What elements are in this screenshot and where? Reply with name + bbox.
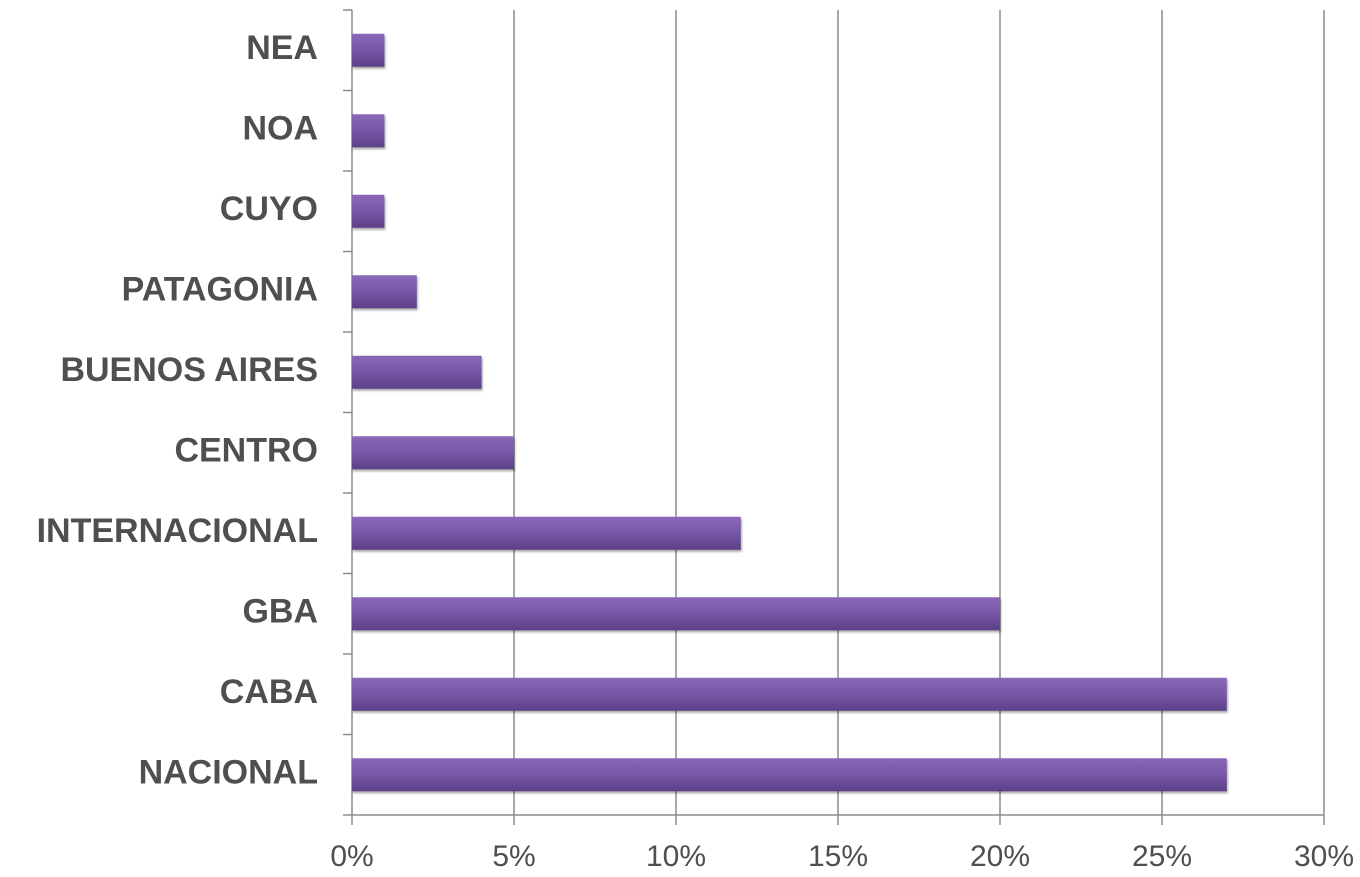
x-tick-label: 0% xyxy=(330,840,373,873)
y-tick-label: NEA xyxy=(246,29,318,67)
bar xyxy=(352,758,1227,792)
bar xyxy=(352,355,482,389)
bar xyxy=(352,677,1227,711)
bar xyxy=(352,597,1000,631)
y-tick-label: INTERNACIONAL xyxy=(37,512,318,550)
y-tick-label: NOA xyxy=(242,110,318,148)
x-tick-label: 20% xyxy=(970,840,1030,873)
y-tick-label: CABA xyxy=(220,673,318,711)
x-tick-label: 30% xyxy=(1294,840,1354,873)
bar xyxy=(352,436,514,470)
bar xyxy=(352,114,385,148)
y-tick-label: NACIONAL xyxy=(139,754,318,792)
y-tick-label: GBA xyxy=(242,593,318,631)
y-tick-label: CUYO xyxy=(220,190,318,228)
x-tick-label: 10% xyxy=(646,840,706,873)
x-tick-label: 25% xyxy=(1132,840,1192,873)
x-tick-label: 15% xyxy=(808,840,868,873)
bar xyxy=(352,275,417,309)
y-tick-label: PATAGONIA xyxy=(122,271,318,309)
bar xyxy=(352,516,741,550)
bar xyxy=(352,194,385,228)
bar xyxy=(352,33,385,67)
x-tick-label: 5% xyxy=(492,840,535,873)
y-tick-label: CENTRO xyxy=(174,432,318,470)
y-tick-label: BUENOS AIRES xyxy=(60,351,318,389)
